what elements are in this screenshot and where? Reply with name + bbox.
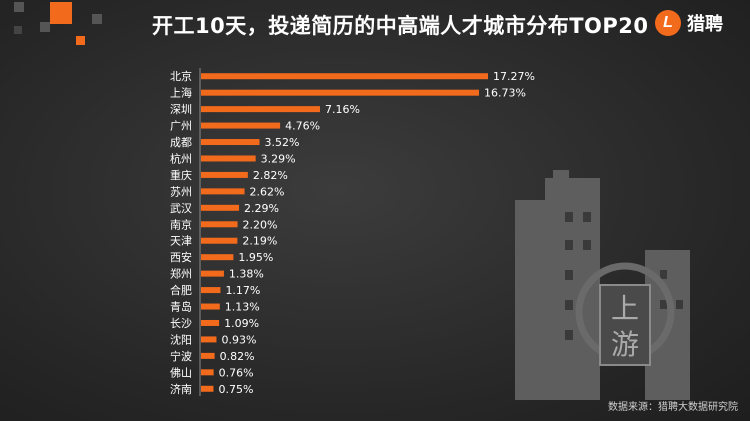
data-label: 16.73%: [484, 87, 526, 100]
data-label: 2.62%: [250, 185, 285, 198]
bar: [201, 155, 256, 162]
y-tick-label: 上海: [170, 86, 192, 100]
y-tick-label: 宁波: [170, 349, 192, 363]
y-tick-label: 北京: [170, 69, 192, 83]
y-tick-label: 苏州: [170, 185, 192, 198]
data-label: 2.19%: [242, 235, 277, 248]
cube: [50, 2, 72, 24]
bar: [201, 319, 220, 326]
decorative-cubes: [14, 2, 102, 45]
source-note: 数据来源：猎聘大数据研究院: [608, 402, 738, 413]
cube: [92, 14, 102, 24]
window: [583, 240, 591, 250]
y-tick-label: 重庆: [170, 168, 192, 182]
data-label: 1.09%: [224, 317, 259, 330]
bar: [201, 73, 488, 80]
bar: [201, 171, 248, 178]
data-label: 0.93%: [221, 333, 256, 346]
cube: [14, 26, 22, 34]
data-label: 7.16%: [325, 103, 360, 116]
bar: [201, 254, 234, 261]
y-tick-label: 西安: [170, 250, 192, 264]
window: [565, 300, 573, 310]
y-tick-label: 杭州: [170, 151, 192, 165]
bar: [201, 369, 214, 376]
bar: [201, 287, 221, 294]
page-title: 开工10天，投递简历的中高端人才城市分布TOP20: [152, 14, 649, 38]
window: [660, 300, 667, 309]
bar: [201, 188, 245, 195]
bar: [201, 303, 220, 310]
watermark-char-1: 上: [611, 292, 639, 325]
data-label: 17.27%: [493, 70, 535, 83]
y-tick-label: 武汉: [170, 202, 192, 215]
y-tick-label: 广州: [170, 120, 192, 133]
window: [583, 212, 591, 222]
y-tick-label: 济南: [170, 382, 192, 396]
brand-logo: L: [655, 10, 681, 36]
brand-name: 猎聘: [687, 14, 723, 35]
bar: [201, 122, 281, 129]
data-label: 2.29%: [244, 202, 279, 215]
y-tick-label: 深圳: [170, 103, 192, 116]
y-tick-label: 青岛: [170, 300, 192, 314]
bar: [201, 139, 260, 146]
data-label: 0.76%: [219, 366, 254, 379]
y-tick-label: 合肥: [170, 283, 192, 297]
bar: [201, 352, 215, 359]
watermark-box: [599, 284, 651, 366]
data-label: 0.82%: [220, 350, 255, 363]
y-tick-label: 长沙: [170, 317, 192, 330]
data-label: 1.13%: [225, 301, 260, 314]
bar: [201, 106, 320, 113]
bar: [201, 237, 238, 244]
window: [660, 270, 667, 279]
data-label: 3.52%: [264, 136, 299, 149]
data-label: 1.95%: [238, 251, 273, 264]
y-tick-label: 南京: [170, 217, 192, 231]
y-tick-label: 天津: [170, 235, 192, 248]
window: [565, 270, 573, 280]
bar: [201, 204, 240, 211]
bar: [201, 270, 224, 277]
watermark-char-2: 游: [611, 328, 639, 361]
window: [676, 300, 683, 309]
window: [565, 240, 573, 250]
y-tick-label: 佛山: [170, 366, 192, 379]
cube: [40, 22, 50, 32]
brand: L 猎聘: [655, 10, 723, 36]
cube: [14, 2, 24, 12]
cube: [76, 36, 85, 45]
data-label: 4.76%: [285, 120, 320, 133]
window: [565, 212, 573, 222]
data-label: 2.20%: [243, 218, 278, 231]
data-label: 1.38%: [229, 268, 264, 281]
building-tall-top: [553, 170, 569, 182]
y-tick-label: 郑州: [170, 267, 192, 281]
bar: [201, 385, 214, 392]
bar: [201, 336, 217, 343]
bar: [201, 221, 238, 228]
y-tick-label: 沈阳: [170, 332, 192, 346]
data-label: 3.29%: [261, 152, 296, 165]
data-label: 2.82%: [253, 169, 288, 182]
window: [565, 330, 573, 340]
bar: [201, 89, 480, 96]
y-tick-label: 成都: [170, 136, 192, 149]
data-label: 1.17%: [225, 284, 260, 297]
data-label: 0.75%: [218, 383, 253, 396]
